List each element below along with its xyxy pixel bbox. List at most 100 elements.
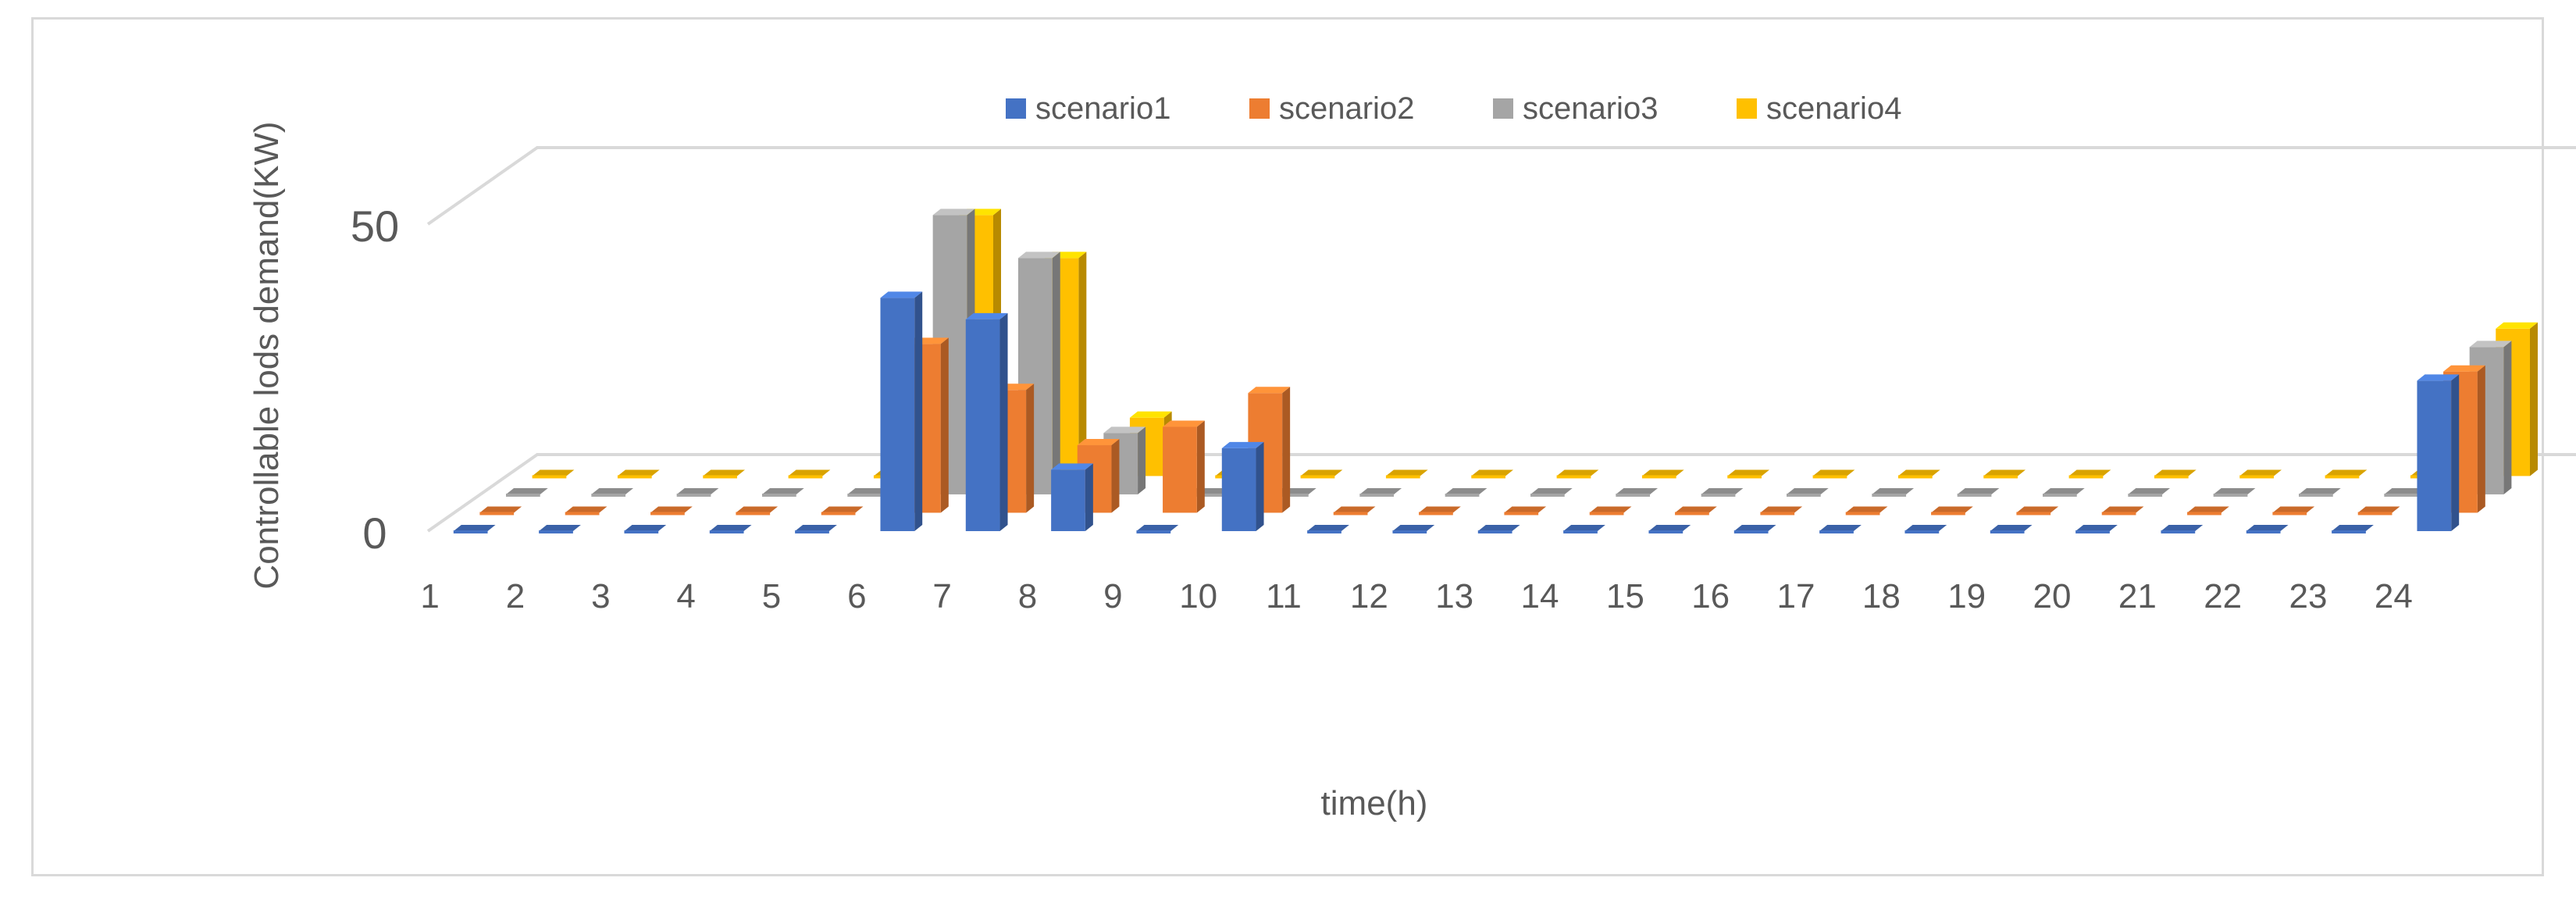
bar-scenario2-9	[1163, 420, 1205, 513]
bar-scenario3-14	[1616, 487, 1659, 497]
bar-scenario1-17	[1819, 525, 1862, 533]
legend-swatch	[1249, 98, 1270, 119]
legend-swatch	[1493, 98, 1513, 119]
bar-scenario4-13	[1556, 469, 1599, 479]
bar-scenario2-23	[2357, 506, 2400, 515]
x-tick-label: 3	[591, 577, 610, 615]
bar-scenario4-4	[788, 469, 831, 479]
bar-scenario3-4	[762, 487, 804, 497]
bar-scenario4-12	[1471, 469, 1513, 479]
bar-scenario1-20	[2075, 525, 2118, 533]
bar-scenario2-2	[565, 506, 607, 515]
bar-scenario4-17	[1897, 469, 1940, 479]
x-tick-label: 12	[1350, 577, 1388, 615]
bar-scenario4-3	[703, 469, 745, 479]
bar-scenario4-22	[2325, 469, 2368, 479]
bar-scenario2-14	[1589, 506, 1632, 515]
bar-scenario3-1	[506, 487, 548, 497]
x-tick-label: 10	[1179, 577, 1217, 615]
bar-scenario1-14	[1563, 525, 1605, 533]
x-tick-label: 18	[1862, 577, 1901, 615]
bar-scenario3-15	[1701, 487, 1744, 497]
bar-scenario3-20	[2128, 487, 2171, 497]
legend-label: scenario2	[1279, 91, 1414, 126]
bar-scenario2-3	[650, 506, 693, 515]
bar-scenario1-11	[1307, 525, 1349, 533]
y-axis-title: Controllable lods demand(KW)	[248, 121, 286, 589]
y-tick-label: 50	[351, 202, 399, 251]
bar-scenario3-21	[2213, 487, 2256, 497]
bar-scenario1-1	[453, 525, 496, 533]
x-tick-label: 14	[1521, 577, 1559, 615]
x-tick-label: 24	[2375, 577, 2413, 615]
x-tick-label: 17	[1777, 577, 1815, 615]
x-tick-label: 15	[1606, 577, 1644, 615]
bar-scenario3-5	[847, 487, 890, 497]
x-tick-label: 21	[2118, 577, 2157, 615]
bar-scenario1-10	[1221, 441, 1264, 531]
x-tick-label: 1	[420, 577, 439, 615]
bar-scenario1-12	[1392, 525, 1435, 533]
bar-scenario1-23	[2332, 525, 2374, 533]
bars	[453, 209, 2538, 533]
bar-scenario2-15	[1675, 506, 1717, 515]
bar-scenario2-18	[1931, 506, 1973, 515]
x-tick-label: 11	[1266, 577, 1302, 615]
legend-label: scenario4	[1766, 91, 1901, 126]
bar-scenario1-16	[1733, 525, 1776, 533]
bar-scenario1-9	[1136, 525, 1179, 533]
bar-scenario1-6	[880, 291, 923, 531]
bar-scenario3-23	[2384, 487, 2427, 497]
bar-scenario4-2	[617, 469, 660, 479]
legend-item-scenario3: scenario3	[1493, 91, 1658, 126]
bar-scenario3-12	[1445, 487, 1488, 497]
x-tick-label: 6	[847, 577, 866, 615]
x-tick-label: 4	[676, 577, 695, 615]
x-tick-label: 16	[1691, 577, 1730, 615]
x-tick-label: 20	[2033, 577, 2072, 615]
legend-item-scenario1: scenario1	[1006, 91, 1170, 126]
bar-scenario1-7	[965, 312, 1008, 531]
bar-scenario3-17	[1872, 487, 1915, 497]
bar-scenario1-4	[709, 525, 752, 533]
bar-scenario4-1	[532, 469, 575, 479]
bar-scenario3-18	[1957, 487, 2000, 497]
bar-scenario3-13	[1530, 487, 1573, 497]
x-tick-label: 2	[506, 577, 525, 615]
bar-scenario2-16	[1760, 506, 1803, 515]
x-tick-label: 19	[1947, 577, 1986, 615]
x-tick-label: 7	[932, 577, 951, 615]
bar-scenario2-21	[2187, 506, 2229, 515]
bar-scenario3-11	[1359, 487, 1402, 497]
bar-scenario4-16	[1812, 469, 1855, 479]
chart-frame	[31, 17, 2544, 876]
bar-scenario2-20	[2101, 506, 2144, 515]
bar-scenario1-3	[624, 525, 667, 533]
bar-scenario3-3	[676, 487, 719, 497]
legend-label: scenario1	[1035, 91, 1170, 126]
bar-scenario2-11	[1333, 506, 1376, 515]
bar-scenario4-19	[2068, 469, 2111, 479]
gridline-50	[426, 146, 2576, 226]
x-tick-label: 13	[1435, 577, 1473, 615]
bar-scenario2-19	[2016, 506, 2059, 515]
bar-scenario2-1	[479, 506, 522, 515]
x-tick-label: 22	[2204, 577, 2242, 615]
bar-scenario4-18	[1983, 469, 2026, 479]
bar-scenario4-10	[1300, 469, 1343, 479]
x-tick-label: 5	[762, 577, 781, 615]
x-tick-label: 8	[1018, 577, 1037, 615]
bar-scenario1-15	[1648, 525, 1691, 533]
bar-scenario3-22	[2299, 487, 2341, 497]
legend-swatch	[1006, 98, 1026, 119]
x-tick-label: 9	[1103, 577, 1122, 615]
bar-scenario1-24	[2417, 374, 2460, 531]
bar-scenario4-14	[1641, 469, 1684, 479]
bar-scenario3-16	[1787, 487, 1829, 497]
legend-item-scenario2: scenario2	[1249, 91, 1414, 126]
legend-swatch	[1737, 98, 1757, 119]
bar-scenario1-2	[539, 525, 581, 533]
bar-scenario1-21	[2161, 525, 2204, 533]
